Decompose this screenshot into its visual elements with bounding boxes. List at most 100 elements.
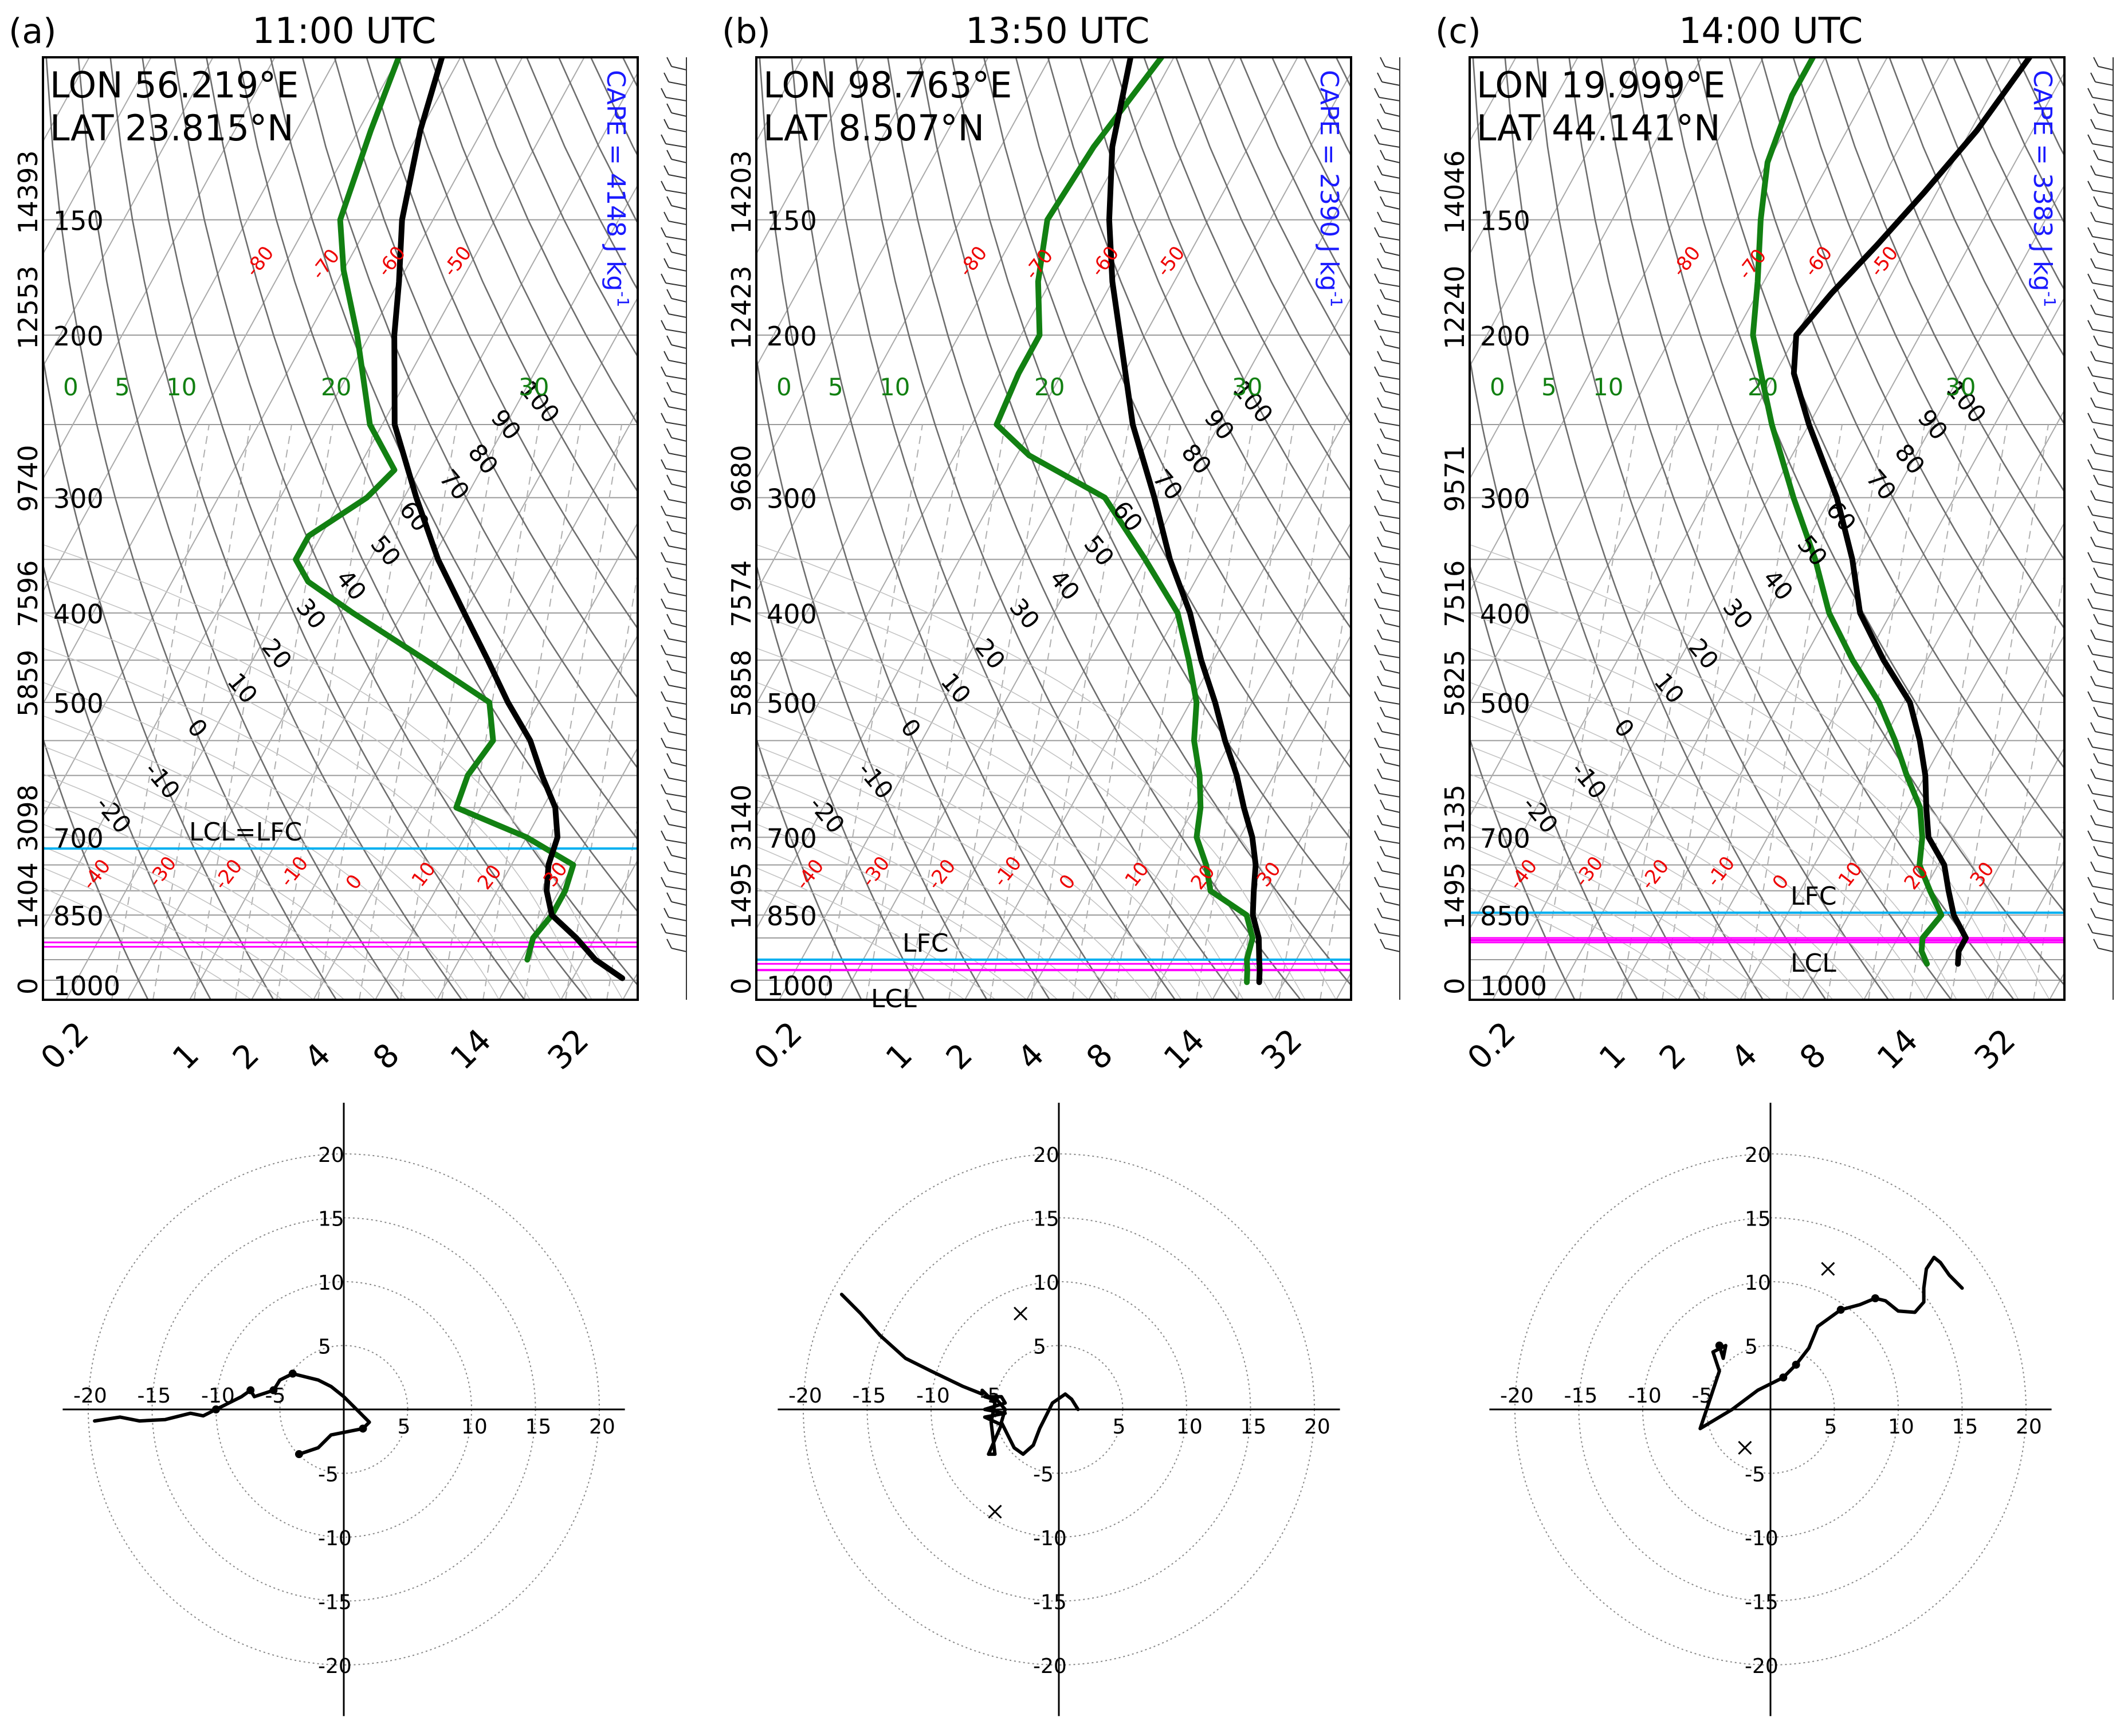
wind-barb	[2092, 886, 2114, 890]
storm-motion-mark	[1821, 1262, 1835, 1276]
isotherm-label: -10	[989, 852, 1027, 891]
wind-barb-flag	[666, 196, 672, 206]
moist-adiabat	[756, 612, 1275, 1000]
isotherm-line	[189, 184, 638, 1000]
wind-barb	[668, 313, 687, 318]
wind-barb	[668, 174, 687, 179]
wind-barb	[1379, 886, 1400, 890]
height-tick-label: 1495	[726, 862, 757, 929]
temperature-profile	[1791, 57, 2033, 967]
wind-barb	[2098, 159, 2114, 163]
dry-adiabat	[1856, 57, 2064, 493]
height-tick-label: 1404	[13, 862, 44, 929]
wind-barb-flag	[1377, 72, 1383, 83]
wind-barb-flag	[1374, 737, 1380, 748]
cape-text: CAPE = 4148 J kg-1	[601, 70, 633, 307]
wind-barb-flag	[1380, 474, 1385, 485]
wind-barb	[2095, 731, 2114, 736]
wind-barb-flag	[2090, 583, 2096, 593]
wind-barb	[665, 793, 687, 798]
wind-barb-flag	[1377, 258, 1383, 268]
wind-barb-flag	[2093, 660, 2099, 670]
wind-barb-flag	[1380, 567, 1385, 578]
mixing-ratio-line	[1909, 424, 2008, 1000]
hodograph-node	[212, 1405, 220, 1413]
wind-barbs	[2087, 57, 2114, 1000]
isotherm-label: 10	[407, 858, 441, 891]
wind-barb-flag	[666, 289, 672, 299]
v-tick-label: 5	[1745, 1336, 1758, 1359]
height-tick-label: 1495	[1439, 862, 1470, 929]
wind-barb-flag	[1377, 815, 1383, 825]
wind-barb-flag	[661, 227, 666, 237]
wind-barb	[1384, 901, 1400, 906]
wind-barb-flag	[1380, 614, 1385, 624]
dry-adiabat	[301, 57, 638, 769]
u-tick-label: 20	[1304, 1415, 1330, 1439]
dry-adiabat	[951, 57, 1351, 913]
wind-barb-flag	[663, 443, 669, 454]
wind-barb	[2098, 344, 2114, 349]
wind-barb-flag	[2093, 799, 2099, 810]
dry-adiabat	[1792, 57, 2064, 630]
pressure-tick-label: 400	[1480, 599, 1530, 630]
wind-barb	[1384, 855, 1400, 859]
wind-barb	[2095, 406, 2114, 411]
wind-barb	[2092, 932, 2114, 937]
wet-bulb-label: 20	[1034, 373, 1065, 401]
wind-barb	[2095, 824, 2114, 828]
dry-adiabat	[333, 57, 638, 700]
wind-barb-flag	[1377, 211, 1383, 222]
pressure-tick-label: 300	[53, 484, 104, 514]
u-tick-label: 15	[1240, 1415, 1267, 1439]
dry-adiabat	[1143, 57, 1351, 493]
wind-barb-flag	[2090, 675, 2096, 686]
mixing-ratio-line	[1278, 569, 1351, 1000]
wind-barb-flag	[1374, 273, 1380, 284]
wind-barb-flag	[1377, 119, 1383, 129]
wind-barb-flag	[2093, 567, 2099, 578]
isotherm-label: -10	[276, 852, 313, 891]
dry-adiabat	[759, 57, 1051, 1000]
isotherm-label: -40	[1505, 855, 1542, 894]
u-tick-label: -20	[788, 1384, 822, 1408]
dry-adiabat	[1632, 57, 2064, 987]
dry-adiabat	[1536, 57, 1890, 1000]
wind-barb	[1381, 221, 1400, 225]
wind-barb-flag	[2087, 413, 2093, 423]
isotherm-line	[251, 296, 638, 1000]
wind-barb	[2092, 607, 2114, 612]
wind-barb-flag	[1374, 320, 1380, 330]
v-tick-label: 10	[1745, 1271, 1771, 1295]
wind-barb-flag	[2090, 119, 2096, 129]
wet-bulb-label: 5	[115, 373, 130, 401]
cape-exponent: -1	[1327, 291, 1346, 307]
height-tick-label: 12423	[726, 266, 757, 349]
wind-barb-flag	[666, 660, 672, 670]
isotherm-label: -20	[1636, 855, 1674, 894]
isotherm-label: 10	[1834, 858, 1867, 891]
cape-text: CAPE = 3383 J kg-1	[2028, 70, 2059, 307]
wind-barb	[671, 252, 687, 256]
pressure-tick-label: 150	[53, 206, 104, 237]
wind-barb-flag	[1380, 103, 1385, 113]
height-tick-label: 9680	[726, 445, 757, 512]
wind-barb	[1379, 793, 1400, 798]
wind-barb-flag	[666, 428, 672, 438]
wind-barb	[1381, 128, 1400, 132]
hodograph-node	[295, 1450, 303, 1459]
wind-barb	[668, 81, 687, 86]
wind-barb-flag	[663, 72, 669, 83]
isotherm-line	[1470, 57, 1950, 930]
moist-adiabat	[756, 579, 1306, 1000]
moist-adiabat	[756, 887, 965, 1000]
u-tick-label: 15	[1952, 1415, 1978, 1439]
wind-barb-flag	[2090, 861, 2096, 871]
isotherm-line	[43, 57, 276, 480]
mixing-ratio-line	[482, 424, 581, 1000]
cape-text: CAPE = 2390 J kg-1	[1314, 70, 1346, 307]
height-tick-label: 14046	[1439, 150, 1470, 234]
isotherm-label: -40	[791, 855, 829, 894]
temperature-profile	[1106, 57, 1263, 985]
wind-barb	[2098, 298, 2114, 303]
